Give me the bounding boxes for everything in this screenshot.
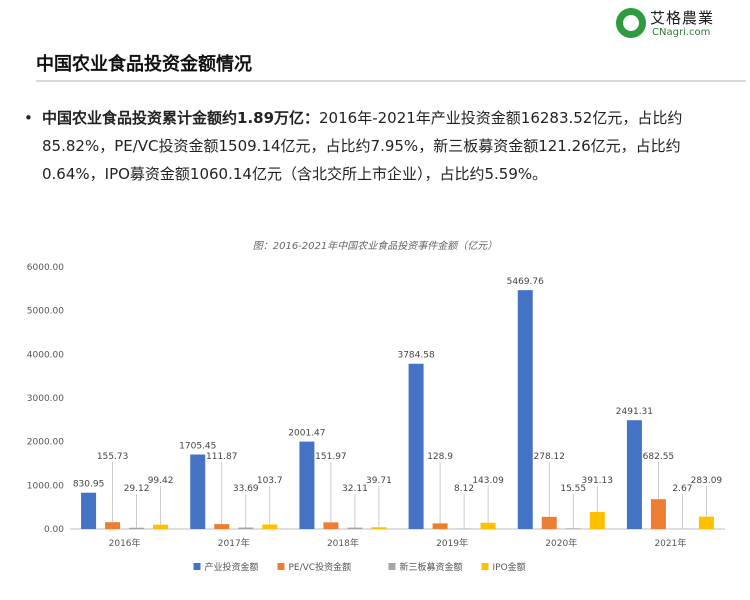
data-label: 3784.58: [397, 351, 434, 361]
logo-name: 艾格農業: [650, 9, 715, 27]
data-label: 2491.31: [616, 407, 653, 417]
summary-headline: 中国农业食品投资累计金额约1.89万亿：: [42, 109, 320, 127]
legend-swatch: [388, 563, 396, 570]
bullet-dot-icon: •: [24, 109, 33, 127]
cnagri-logo: 艾格農業 CNagri.com: [616, 6, 736, 46]
data-label: 103.7: [257, 476, 283, 486]
data-label: 39.71: [366, 476, 392, 486]
bar-3: [371, 527, 387, 529]
y-tick-label: 3000.00: [27, 394, 64, 404]
bar-1: [541, 516, 557, 529]
legend-swatch: [481, 563, 489, 570]
data-label: 15.55: [560, 484, 586, 494]
data-label: 29.12: [124, 484, 150, 494]
data-label: 155.73: [97, 452, 129, 462]
legend-swatch: [277, 563, 285, 570]
data-label: 1705.45: [179, 442, 216, 452]
x-tick-label: 2021年: [654, 537, 686, 549]
legend-label: 新三板募资金额: [400, 561, 463, 573]
data-label: 8.12: [454, 484, 474, 494]
x-tick-label: 2020年: [545, 537, 577, 549]
data-label: 2.67: [672, 484, 692, 494]
bar-3: [262, 524, 278, 529]
bar-2: [565, 528, 581, 529]
legend-swatch: [193, 563, 201, 570]
summary-bullet: • 中国农业食品投资累计金额约1.89万亿：2016年-2021年产业投资金额1…: [24, 104, 724, 188]
data-label: 33.69: [233, 484, 259, 494]
bar-0: [517, 290, 533, 529]
data-label: 151.97: [315, 452, 347, 462]
bar-1: [323, 522, 339, 529]
bar-2: [347, 527, 363, 529]
bar-0: [81, 492, 97, 529]
bar-1: [650, 499, 666, 529]
y-tick-label: 2000.00: [27, 438, 64, 448]
data-label: 128.9: [427, 452, 453, 462]
legend-label: PE/VC投资金额: [289, 561, 352, 573]
data-label: 682.55: [643, 452, 675, 462]
data-label: 278.12: [534, 452, 566, 462]
bar-0: [299, 441, 315, 529]
data-label: 111.87: [206, 452, 238, 462]
bar-3: [480, 522, 496, 529]
bar-3: [589, 511, 605, 529]
logo-domain: CNagri.com: [652, 27, 711, 38]
summary-detail: 2016年-2021年产业投资金额16283.52亿元，占比约85.82%，PE…: [42, 109, 683, 183]
page-title: 中国农业食品投资金额情况: [36, 54, 252, 75]
data-label: 5469.76: [507, 277, 544, 287]
bar-0: [626, 420, 642, 529]
data-label: 2001.47: [288, 429, 325, 439]
bar-chart: 0.00 1000.00 2000.00 3000.00 4000.00 5000.00 6…: [27, 263, 725, 573]
y-tick-label: 0.00: [44, 525, 64, 535]
legend-label: IPO金额: [493, 561, 526, 573]
chart-title: 图：2016-2021年中国农业食品投资事件金额（亿元）: [252, 241, 498, 252]
data-label: 283.09: [691, 476, 723, 486]
x-tick-label: 2016年: [109, 537, 141, 549]
y-tick-label: 6000.00: [27, 263, 64, 273]
bar-1: [214, 524, 230, 529]
x-tick-label: 2019年: [436, 537, 468, 549]
bar-2: [238, 527, 254, 529]
data-label: 143.09: [472, 476, 504, 486]
data-label: 391.13: [582, 476, 614, 486]
y-tick-label: 4000.00: [27, 350, 64, 360]
x-tick-label: 2018年: [327, 537, 359, 549]
bar-0: [408, 363, 424, 529]
y-tick-label: 1000.00: [27, 481, 64, 491]
title-divider: [36, 80, 746, 82]
data-label: 830.95: [73, 480, 105, 490]
bar-3: [153, 524, 169, 529]
data-label: 32.11: [342, 484, 368, 494]
bar-3: [698, 516, 714, 529]
bar-1: [105, 522, 121, 529]
bar-1: [432, 523, 448, 529]
data-label: 99.42: [148, 476, 174, 486]
legend-label: 产业投资金额: [205, 561, 259, 573]
bar-2: [129, 527, 145, 529]
bar-0: [190, 454, 206, 529]
logo-leaf-icon: [616, 8, 646, 38]
x-tick-label: 2017年: [218, 537, 250, 549]
y-tick-label: 5000.00: [27, 307, 64, 317]
